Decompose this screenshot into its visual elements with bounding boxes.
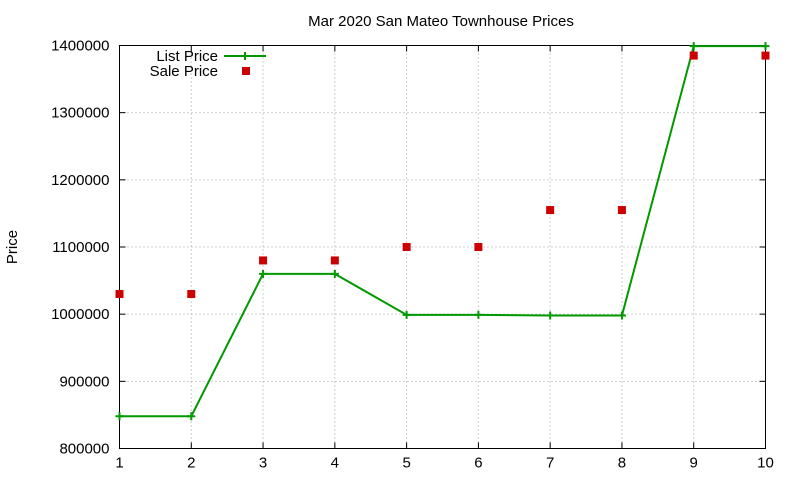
- list-price-point: [187, 412, 196, 421]
- list-price-point: [689, 42, 698, 51]
- x-tick-label: 5: [402, 455, 410, 472]
- legend-marker-sale-price: [242, 67, 250, 75]
- chart-title: Mar 2020 San Mateo Townhouse Prices: [308, 13, 574, 30]
- sale-price-point: [330, 256, 339, 265]
- list-price-point: [259, 269, 268, 278]
- y-tick-label: 800000: [59, 441, 109, 458]
- x-tick-label: 10: [757, 455, 774, 472]
- legend: List Price Sale Price: [150, 48, 266, 80]
- x-tick-label: 6: [474, 455, 482, 472]
- sale-price-point: [402, 243, 411, 251]
- legend-marker-list-price: [241, 52, 249, 60]
- list-price-point: [761, 42, 770, 51]
- y-tick-label: 1100000: [52, 239, 109, 256]
- legend-label-list-price: List Price: [156, 48, 218, 65]
- y-tick-label: 1200000: [51, 172, 109, 189]
- list-price-point: [330, 269, 339, 278]
- x-tick-label: 7: [546, 455, 554, 472]
- list-price-point: [474, 310, 483, 319]
- sale-price-point: [187, 290, 196, 299]
- sale-price-point: [474, 243, 483, 251]
- y-tick-label: 1400000: [51, 38, 109, 55]
- x-tick-label: 9: [690, 455, 698, 472]
- sale-price-point: [617, 206, 626, 215]
- x-tick-label: 8: [618, 455, 626, 472]
- list-price-point: [402, 310, 411, 319]
- grid-lines: [119, 45, 766, 449]
- y-tick-label: 1300000: [51, 105, 109, 122]
- list-price-point: [115, 412, 124, 421]
- list-price-point: [617, 311, 626, 320]
- sale-price-point: [115, 290, 124, 299]
- sale-price-point: [761, 51, 770, 60]
- x-tick-label: 4: [331, 455, 339, 472]
- sale-price-point: [546, 206, 555, 215]
- x-tick-label: 1: [115, 455, 123, 472]
- y-tick-label: 900000: [59, 373, 109, 390]
- sale-price-point: [689, 51, 698, 60]
- sale-price-point: [259, 256, 268, 265]
- series-line-list-price: [119, 45, 766, 418]
- y-tick-label: 1000000: [51, 306, 109, 323]
- legend-label-sale-price: Sale Price: [150, 63, 218, 80]
- axis-ticks: 1 2 3 4 5 6 7 8 9 10 800000 900000 1000000 1100000 120…: [51, 38, 774, 472]
- x-tick-label: 2: [187, 455, 195, 472]
- y-axis-label: Price: [4, 230, 21, 264]
- list-price-point: [546, 311, 555, 320]
- data-series: [115, 42, 770, 421]
- x-tick-label: 3: [259, 455, 267, 472]
